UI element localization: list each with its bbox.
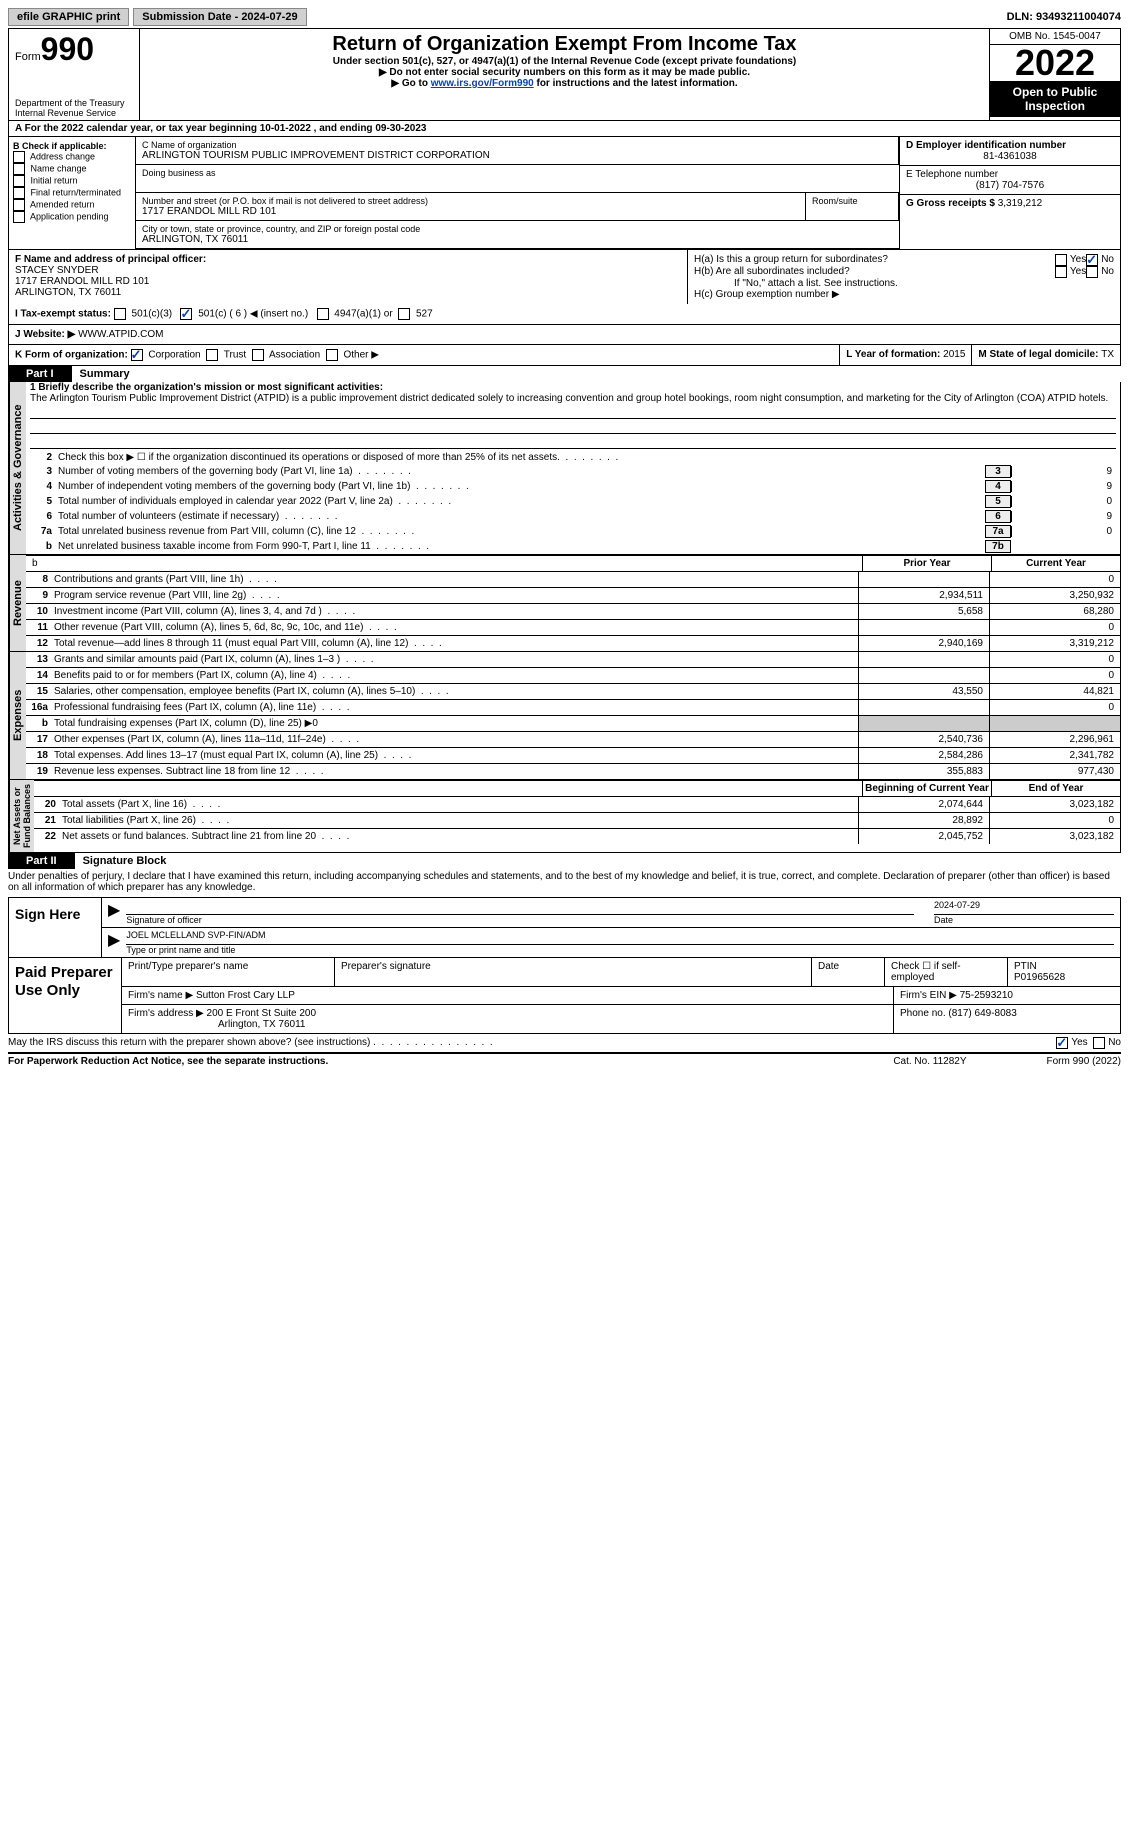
box-f: F Name and address of principal officer:…: [9, 250, 688, 304]
dba: Doing business as: [136, 165, 899, 193]
table-row: 8Contributions and grants (Part VIII, li…: [26, 572, 1120, 588]
form-word: Form: [15, 51, 41, 63]
vtab-na: Net Assets or Fund Balances: [9, 780, 34, 852]
mission: 1 Briefly describe the organization's mi…: [26, 382, 1120, 449]
i-501c[interactable]: [180, 308, 192, 320]
i-501c3[interactable]: [114, 308, 126, 320]
h-a-yes[interactable]: [1055, 254, 1067, 266]
box-c: C Name of organization ARLINGTON TOURISM…: [136, 137, 899, 165]
box-m: M State of legal domicile: TX: [972, 345, 1120, 365]
box-i: I Tax-exempt status: 501(c)(3) 501(c) ( …: [8, 304, 1121, 325]
row-klm: K Form of organization: Corporation Trus…: [8, 345, 1121, 366]
table-row: 17Other expenses (Part IX, column (A), l…: [26, 732, 1120, 748]
vtab-exp: Expenses: [9, 652, 26, 779]
perjury: Under penalties of perjury, I declare th…: [8, 869, 1121, 895]
top-bar: efile GRAPHIC print Submission Date - 20…: [8, 8, 1121, 26]
form-subtitle: Under section 501(c), 527, or 4947(a)(1)…: [144, 56, 985, 67]
box-b-item: Application pending: [13, 211, 131, 223]
part-2-bar: Part II Signature Block: [8, 853, 1121, 869]
box-h: H(a) Is this a group return for subordin…: [688, 250, 1120, 304]
summary: Activities & Governance 1 Briefly descri…: [8, 382, 1121, 853]
table-row: 12Total revenue—add lines 8 through 11 (…: [26, 636, 1120, 651]
form-number: 990: [41, 31, 94, 67]
k-other[interactable]: [326, 349, 338, 361]
discuss-no[interactable]: [1093, 1037, 1105, 1049]
part-1-bar: Part I Summary: [8, 366, 1121, 382]
box-b: B Check if applicable: Address change Na…: [9, 137, 136, 249]
rev-head: b Prior Year Current Year: [26, 555, 1120, 572]
discuss-row: May the IRS discuss this return with the…: [8, 1034, 1121, 1052]
summary-line: 2Check this box ▶ ☐ if the organization …: [26, 451, 1120, 464]
org-name: ARLINGTON TOURISM PUBLIC IMPROVEMENT DIS…: [142, 150, 892, 161]
tax-year: 2022: [990, 45, 1120, 81]
table-row: 18Total expenses. Add lines 13–17 (must …: [26, 748, 1120, 764]
table-row: 21Total liabilities (Part X, line 26) . …: [34, 813, 1120, 829]
summary-line: 4Number of independent voting members of…: [26, 479, 1120, 494]
h-b-yes[interactable]: [1055, 266, 1067, 278]
row-fhi: F Name and address of principal officer:…: [8, 249, 1121, 304]
i-4947[interactable]: [317, 308, 329, 320]
box-g: G Gross receipts $ 3,319,212: [900, 195, 1120, 212]
box-b-item: Amended return: [13, 199, 131, 211]
h-b-no[interactable]: [1086, 266, 1098, 278]
irs-link[interactable]: www.irs.gov/Form990: [431, 78, 534, 89]
arrow-icon: ▶: [108, 900, 120, 925]
box-k: K Form of organization: Corporation Trus…: [9, 345, 840, 365]
box-e: E Telephone number (817) 704-7576: [900, 166, 1120, 195]
table-row: 22Net assets or fund balances. Subtract …: [34, 829, 1120, 844]
arrow-icon: ▶: [108, 930, 120, 955]
k-corp[interactable]: [131, 349, 143, 361]
h-a-no[interactable]: [1086, 254, 1098, 266]
dept: Department of the Treasury Internal Reve…: [15, 98, 133, 118]
table-row: 15Salaries, other compensation, employee…: [26, 684, 1120, 700]
table-row: 20Total assets (Part X, line 16) . . . .…: [34, 797, 1120, 813]
summary-line: 6Total number of volunteers (estimate if…: [26, 509, 1120, 524]
form-header: Form990 Department of the Treasury Inter…: [8, 28, 1121, 121]
footer: For Paperwork Reduction Act Notice, see …: [8, 1052, 1121, 1069]
box-b-item: Name change: [13, 163, 131, 175]
summary-line: bNet unrelated business taxable income f…: [26, 539, 1120, 554]
vtab-rev: Revenue: [9, 555, 26, 651]
box-b-item: Address change: [13, 151, 131, 163]
signature-block: Sign Here ▶ Signature of officer 2024-07…: [8, 897, 1121, 1034]
i-527[interactable]: [398, 308, 410, 320]
row-a: A For the 2022 calendar year, or tax yea…: [8, 121, 1121, 137]
table-row: 10Investment income (Part VIII, column (…: [26, 604, 1120, 620]
table-row: bTotal fundraising expenses (Part IX, co…: [26, 716, 1120, 732]
box-b-item: Initial return: [13, 175, 131, 187]
table-row: 16aProfessional fundraising fees (Part I…: [26, 700, 1120, 716]
sign-here: Sign Here: [9, 898, 101, 957]
paid-preparer: Paid Preparer Use Only Print/Type prepar…: [9, 958, 1120, 1033]
table-row: 11Other revenue (Part VIII, column (A), …: [26, 620, 1120, 636]
efile-button[interactable]: efile GRAPHIC print: [8, 8, 129, 26]
note-1: ▶ Do not enter social security numbers o…: [144, 67, 985, 78]
form-title: Return of Organization Exempt From Incom…: [144, 33, 985, 56]
table-row: 9Program service revenue (Part VIII, lin…: [26, 588, 1120, 604]
table-row: 14Benefits paid to or for members (Part …: [26, 668, 1120, 684]
open-inspection: Open to Public Inspection: [990, 81, 1120, 117]
table-row: 13Grants and similar amounts paid (Part …: [26, 652, 1120, 668]
header-grid: B Check if applicable: Address change Na…: [8, 137, 1121, 249]
address-cell: Number and street (or P.O. box if mail i…: [136, 193, 806, 221]
dln: DLN: 93493211004074: [1007, 11, 1121, 23]
box-j: J Website: ▶ WWW.ATPID.COM: [8, 325, 1121, 345]
vtab-gov: Activities & Governance: [9, 382, 26, 554]
summary-line: 5Total number of individuals employed in…: [26, 494, 1120, 509]
k-trust[interactable]: [206, 349, 218, 361]
k-assoc[interactable]: [252, 349, 264, 361]
city-cell: City or town, state or province, country…: [136, 221, 899, 249]
room-cell: Room/suite: [806, 193, 899, 221]
submission-button[interactable]: Submission Date - 2024-07-29: [133, 8, 306, 26]
summary-line: 3Number of voting members of the governi…: [26, 464, 1120, 479]
note-2: ▶ Go to www.irs.gov/Form990 for instruct…: [144, 78, 985, 89]
box-b-item: Final return/terminated: [13, 187, 131, 199]
table-row: 19Revenue less expenses. Subtract line 1…: [26, 764, 1120, 779]
box-b-head: B Check if applicable:: [13, 141, 131, 151]
box-d: D Employer identification number 81-4361…: [900, 137, 1120, 166]
box-l: L Year of formation: 2015: [840, 345, 972, 365]
na-head: Beginning of Current Year End of Year: [34, 780, 1120, 797]
discuss-yes[interactable]: [1056, 1037, 1068, 1049]
summary-line: 7aTotal unrelated business revenue from …: [26, 524, 1120, 539]
